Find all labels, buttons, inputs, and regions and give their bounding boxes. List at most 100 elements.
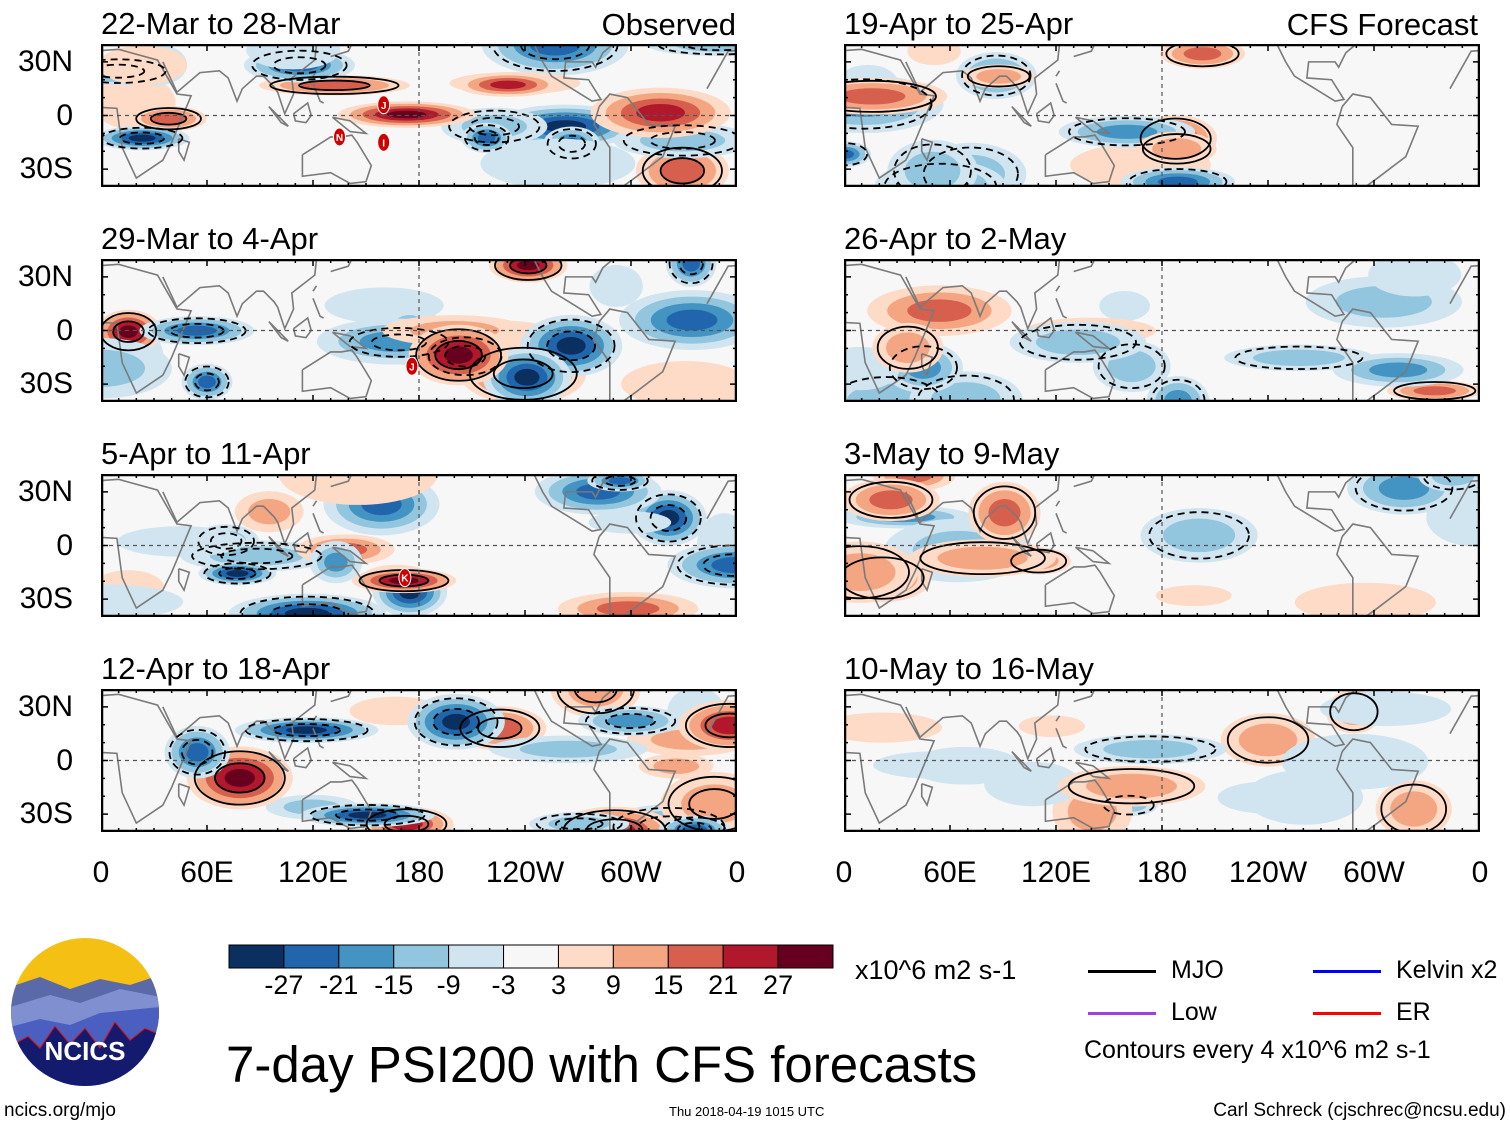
map-panel [784,37,1498,214]
lon-label: 120E [277,856,349,889]
coastline [268,536,289,557]
contour-negative [1097,343,1166,390]
coastline [1055,715,1061,722]
coastline [533,43,614,103]
coastline [70,48,193,180]
coastline [1276,258,1357,318]
contour-inner [492,358,554,389]
coastline [292,531,313,554]
coastline [1035,101,1056,124]
contour-inner [272,723,342,738]
contour-positive [269,75,400,95]
tropical-cyclone-icon: I [377,132,391,152]
negative-anomaly [1368,252,1462,297]
coastline [301,779,373,830]
coastline [177,352,191,378]
coastline [312,285,318,292]
positive-anomaly [1390,791,1438,827]
svg-text:J: J [409,362,415,373]
coastline [1044,564,1116,615]
negative-anomaly [1252,349,1345,366]
negative-anomaly [1035,329,1120,355]
positive-anomaly [387,110,427,119]
positive-anomaly [1155,585,1232,607]
map-panel [70,660,781,854]
footer-url[interactable]: ncics.org/mjo [4,1100,116,1121]
lat-label: 0 [56,528,73,562]
contour-inner [468,116,520,137]
coastline [1073,258,1096,273]
coastline [268,751,289,772]
contour-negative [585,707,677,735]
colorbar-label: 9 [605,970,621,1000]
lon-label: 60E [180,856,234,889]
coastline [177,137,191,163]
colorbar-label: -15 [374,970,414,1000]
panel-title: 29-Mar to 4-Apr [101,221,319,256]
coastline [813,263,936,395]
contour-inner [149,111,188,126]
coastline [312,500,318,507]
cfs-forecast-label: CFS Forecast [1286,7,1478,42]
contour-negative [244,718,369,743]
colorbar-label: -21 [319,970,359,1000]
contour-negative [197,525,255,557]
positive-anomaly [937,546,1028,570]
lat-label: 30S [19,797,73,831]
contour-negative [888,345,958,391]
contour-positive [966,65,1031,88]
panel-frame [843,43,1481,188]
coastline [920,137,934,163]
contour-positive [848,480,934,519]
coastline [1074,331,1112,350]
contour-inner [434,339,483,371]
coastline [331,116,369,135]
map-panel: J [32,239,765,407]
negative-anomaly [128,134,156,142]
coastline [1336,308,1420,403]
coastline [813,478,936,610]
coastline [177,567,191,593]
negative-anomaly [1099,290,1150,322]
contour-negative [203,562,272,585]
contour-inner [335,808,400,822]
svg-text:NCICS: NCICS [45,1036,126,1066]
lon-label: 120E [1020,856,1092,889]
contour-negative [526,318,616,373]
coastline [1055,83,1067,104]
contour-positive [459,708,541,748]
coastline [312,728,324,749]
coastline [1276,688,1357,748]
positive-anomaly [1294,582,1436,622]
contour-negative [427,336,503,377]
negative-anomaly [1378,476,1430,500]
negative-anomaly [909,746,1022,785]
negative-anomaly [666,309,718,331]
lon-label: 0 [728,856,746,889]
coastline [1074,116,1112,135]
colorbar-swatch [448,944,505,969]
coastline [1044,779,1116,830]
coastline [268,321,289,342]
coastline [268,106,289,127]
coastline [920,352,934,378]
coastline [1011,751,1032,772]
legend-line-er [1313,1012,1381,1015]
legend-label: Kelvin x2 [1396,956,1498,984]
colorbar-swatch [283,944,340,969]
contour-inner [605,712,657,729]
negative-anomaly [519,740,617,758]
contour-positive [972,485,1037,540]
contour-negative [591,470,649,491]
coastline [1044,134,1116,185]
contour-negative [1019,323,1137,361]
coastline [1055,513,1067,534]
contour-inner [477,717,523,740]
coastline [301,134,373,185]
coastline [330,43,353,58]
footer-author: Carl Schreck (cjschrec@ncsu.edu) [1213,1100,1506,1121]
negative-anomaly [286,726,328,734]
colorbar-label: -9 [436,970,461,1000]
contour-inner [432,707,480,736]
positive-anomaly [596,601,660,617]
